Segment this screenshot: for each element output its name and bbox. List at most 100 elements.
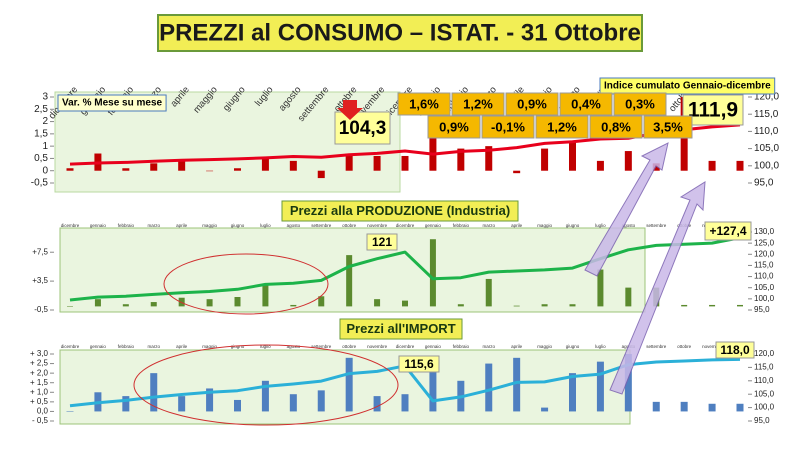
- y-tick-label: +7,5: [32, 247, 48, 256]
- x-tick-label: maggio: [537, 223, 552, 228]
- bar: [122, 396, 130, 412]
- y-tick-label: 2,5: [34, 104, 48, 115]
- x-tick-label: aprile: [511, 223, 523, 228]
- title-box: [339, 318, 463, 340]
- y2-tick-label: 105,0: [754, 283, 775, 292]
- x-tick-label: ottobre: [342, 223, 357, 228]
- bar: [596, 160, 604, 171]
- bar: [541, 148, 549, 171]
- x-tick-label: giugno: [566, 344, 580, 349]
- y-tick-label: 3: [42, 92, 48, 103]
- x-tick-label: agosto: [287, 223, 301, 228]
- x-tick-label: giugno: [566, 223, 580, 228]
- bar: [206, 170, 214, 172]
- bar: [541, 304, 548, 307]
- bar: [624, 354, 632, 412]
- annotation-box: [334, 111, 391, 145]
- x-tick-label: dicembre: [396, 344, 415, 349]
- y-tick-label: 0: [42, 165, 48, 176]
- y-tick-label: 1,5: [34, 128, 48, 139]
- bar: [66, 168, 74, 171]
- y-tick-label: + 2,5: [30, 359, 49, 368]
- x-tick-label: gennaio: [425, 223, 442, 228]
- y-tick-label: 0,5: [34, 153, 48, 164]
- x-tick-label: maggio: [202, 344, 217, 349]
- x-tick-label: settembre: [311, 344, 332, 349]
- bar: [234, 399, 241, 412]
- bar: [178, 297, 185, 307]
- y2-tick-label: 125,0: [754, 238, 775, 247]
- bar: [150, 373, 158, 412]
- x-tick-label: aprile: [176, 223, 188, 228]
- y2-tick-label: 120,0: [754, 249, 775, 258]
- bar: [457, 148, 465, 171]
- bar: [122, 304, 129, 307]
- legend-label: Indice cumulato Gennaio-dicembre: [604, 81, 771, 92]
- bar: [290, 304, 297, 307]
- chart-title: PREZZI al CONSUMO – ISTAT. - 31 Ottobre: [159, 19, 641, 46]
- y2-tick-label: 110,0: [754, 272, 774, 281]
- annotation-box: [682, 94, 744, 126]
- x-tick-label: ottobre: [342, 344, 357, 349]
- y2-tick-label: 100,0: [754, 160, 779, 171]
- x-tick-label: settembre: [646, 223, 667, 228]
- bar: [94, 299, 101, 307]
- bar: [178, 160, 186, 171]
- x-tick-label: luglio: [595, 344, 606, 349]
- annotation-box: [398, 355, 440, 373]
- x-tick-label: maggio: [202, 223, 217, 228]
- bar: [373, 396, 381, 412]
- y2-tick-label: 110,0: [754, 126, 779, 137]
- bar: [597, 269, 604, 307]
- bar: [373, 155, 381, 171]
- bar: [429, 131, 437, 171]
- bar: [262, 284, 269, 307]
- x-tick-label: settembre: [311, 223, 332, 228]
- annotation: 1,6%: [409, 96, 439, 111]
- line: [69, 236, 741, 302]
- annotation: 0,9%: [439, 119, 469, 134]
- bar: [346, 255, 353, 307]
- bar: [345, 153, 353, 171]
- bar: [150, 302, 157, 307]
- bar: [708, 160, 716, 171]
- annotation-box: [613, 92, 667, 116]
- bar: [737, 304, 743, 307]
- x-tick-label: luglio: [260, 344, 271, 349]
- bar: [541, 407, 549, 412]
- x-tick-label: febbraio: [118, 223, 135, 228]
- annotation-box: [535, 115, 589, 139]
- bar: [485, 278, 492, 307]
- y-tick-label: -0,5: [34, 305, 48, 314]
- x-tick-label: marzo: [482, 223, 495, 228]
- annotation: +127,4: [709, 224, 746, 238]
- bar: [652, 401, 660, 412]
- y2-tick-label: 110,0: [754, 376, 774, 385]
- y-tick-label: + 1,0: [30, 387, 49, 396]
- annotation-box: [397, 92, 451, 116]
- legend-box: [57, 94, 167, 112]
- x-tick-label: gennaio: [90, 344, 107, 349]
- y-tick-label: 1: [42, 141, 48, 152]
- plots: 32,521,5 10,50 -0,5 120,0 115,0 110,0 105,0 100…: [30, 77, 779, 425]
- legend-box: [599, 77, 776, 95]
- annotation-box: [427, 115, 481, 139]
- x-tick-label: novembre: [367, 344, 388, 349]
- y2-tick-label: 95,0: [754, 416, 770, 425]
- bar: [289, 394, 297, 412]
- y2-tick-label: 120,0: [754, 92, 779, 103]
- bar: [681, 304, 688, 307]
- bar: [401, 394, 409, 412]
- bar: [485, 146, 493, 171]
- annotation-box: [643, 115, 693, 139]
- bar: [234, 297, 241, 307]
- bar: [569, 373, 576, 412]
- bar: [345, 357, 353, 412]
- arrow: [584, 142, 669, 277]
- arrow: [337, 100, 363, 120]
- y2-tick-label: 100,0: [754, 403, 775, 412]
- x-tick-label: dicembre: [396, 223, 415, 228]
- bar: [261, 158, 269, 171]
- bar: [596, 361, 604, 412]
